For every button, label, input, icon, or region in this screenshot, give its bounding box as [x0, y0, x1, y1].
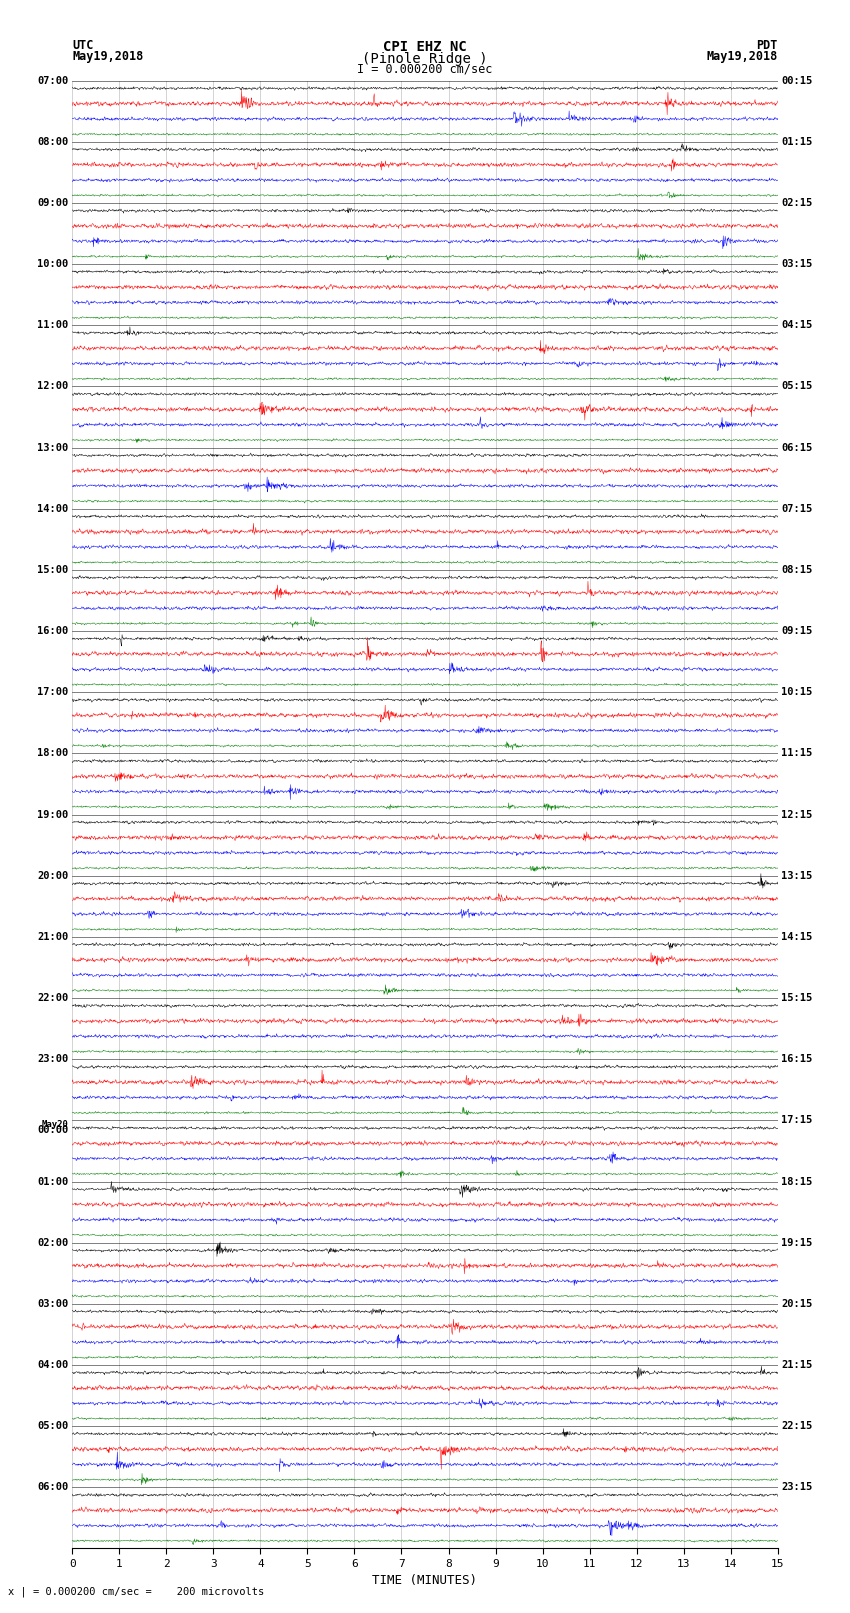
Text: 22:00: 22:00: [37, 994, 69, 1003]
Text: 14:00: 14:00: [37, 503, 69, 515]
Text: CPI EHZ NC: CPI EHZ NC: [383, 40, 467, 55]
Text: (Pinole Ridge ): (Pinole Ridge ): [362, 52, 488, 66]
Text: May20: May20: [42, 1121, 69, 1129]
Text: 04:00: 04:00: [37, 1360, 69, 1369]
Text: 05:00: 05:00: [37, 1421, 69, 1431]
Text: 02:15: 02:15: [781, 198, 813, 208]
Text: 13:00: 13:00: [37, 442, 69, 453]
Text: 23:15: 23:15: [781, 1482, 813, 1492]
Text: 00:15: 00:15: [781, 76, 813, 85]
Text: 01:00: 01:00: [37, 1176, 69, 1187]
Text: 11:15: 11:15: [781, 748, 813, 758]
Text: 07:15: 07:15: [781, 503, 813, 515]
Text: 01:15: 01:15: [781, 137, 813, 147]
Text: 07:00: 07:00: [37, 76, 69, 85]
Text: 12:00: 12:00: [37, 381, 69, 392]
Text: May19,2018: May19,2018: [706, 50, 778, 63]
Text: 10:00: 10:00: [37, 260, 69, 269]
Text: 16:00: 16:00: [37, 626, 69, 636]
Text: 21:00: 21:00: [37, 932, 69, 942]
Text: 00:00: 00:00: [37, 1124, 69, 1136]
Text: 19:00: 19:00: [37, 810, 69, 819]
Text: 22:15: 22:15: [781, 1421, 813, 1431]
Text: I = 0.000200 cm/sec: I = 0.000200 cm/sec: [357, 63, 493, 76]
Text: 11:00: 11:00: [37, 321, 69, 331]
Text: May19,2018: May19,2018: [72, 50, 144, 63]
Text: PDT: PDT: [756, 39, 778, 52]
Text: 16:15: 16:15: [781, 1055, 813, 1065]
Text: 12:15: 12:15: [781, 810, 813, 819]
Text: 21:15: 21:15: [781, 1360, 813, 1369]
Text: 17:00: 17:00: [37, 687, 69, 697]
Text: 15:15: 15:15: [781, 994, 813, 1003]
Text: 18:00: 18:00: [37, 748, 69, 758]
Text: 08:15: 08:15: [781, 565, 813, 574]
Text: 09:15: 09:15: [781, 626, 813, 636]
X-axis label: TIME (MINUTES): TIME (MINUTES): [372, 1574, 478, 1587]
Text: 05:15: 05:15: [781, 381, 813, 392]
Text: 23:00: 23:00: [37, 1055, 69, 1065]
Text: 06:15: 06:15: [781, 442, 813, 453]
Text: 03:15: 03:15: [781, 260, 813, 269]
Text: 02:00: 02:00: [37, 1237, 69, 1248]
Text: 20:00: 20:00: [37, 871, 69, 881]
Text: 15:00: 15:00: [37, 565, 69, 574]
Text: UTC: UTC: [72, 39, 94, 52]
Text: 08:00: 08:00: [37, 137, 69, 147]
Text: 03:00: 03:00: [37, 1298, 69, 1308]
Text: 18:15: 18:15: [781, 1176, 813, 1187]
Text: 19:15: 19:15: [781, 1237, 813, 1248]
Text: 04:15: 04:15: [781, 321, 813, 331]
Text: 09:00: 09:00: [37, 198, 69, 208]
Text: 20:15: 20:15: [781, 1298, 813, 1308]
Text: 14:15: 14:15: [781, 932, 813, 942]
Text: 17:15: 17:15: [781, 1115, 813, 1126]
Text: 06:00: 06:00: [37, 1482, 69, 1492]
Text: 10:15: 10:15: [781, 687, 813, 697]
Text: 13:15: 13:15: [781, 871, 813, 881]
Text: x | = 0.000200 cm/sec =    200 microvolts: x | = 0.000200 cm/sec = 200 microvolts: [8, 1586, 264, 1597]
